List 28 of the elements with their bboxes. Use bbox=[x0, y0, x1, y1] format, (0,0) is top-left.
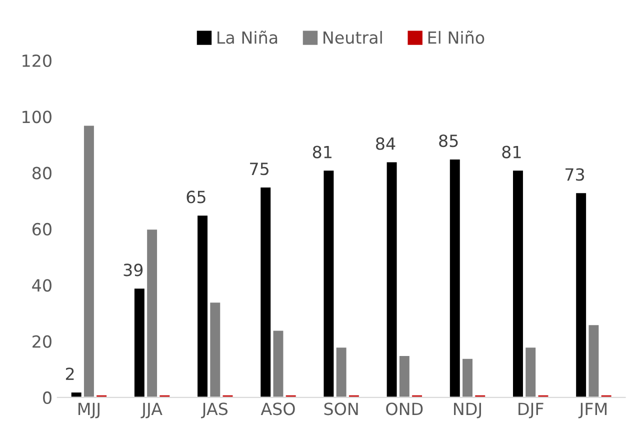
x-tick-label: DJF bbox=[518, 402, 544, 418]
y-tick-label: 0 bbox=[43, 391, 52, 404]
x-tick-label: NDJ bbox=[454, 402, 481, 418]
data-label: 81 bbox=[312, 146, 332, 158]
data-label: 2 bbox=[66, 368, 74, 380]
x-tick-label: JAS bbox=[200, 402, 228, 418]
data-label: 81 bbox=[502, 146, 521, 158]
legend-label: El Niño bbox=[428, 30, 484, 44]
y-tick-label: 60 bbox=[32, 222, 52, 236]
y-tick-label: 100 bbox=[22, 110, 52, 124]
legend-label: Neutral bbox=[324, 30, 382, 44]
y-tick-label: 40 bbox=[32, 279, 52, 292]
x-tick-label: MJJ bbox=[78, 402, 100, 418]
data-label: 73 bbox=[566, 168, 584, 181]
x-tick-label: SON bbox=[324, 402, 358, 416]
x-tick-label: JFM bbox=[578, 402, 607, 418]
x-tick-label: JJA bbox=[140, 402, 162, 418]
legend-label: La Niña bbox=[218, 30, 278, 44]
data-label: 84 bbox=[376, 137, 396, 150]
data-label: 85 bbox=[439, 134, 458, 148]
data-label: 39 bbox=[124, 264, 143, 276]
y-tick-label: 20 bbox=[32, 335, 52, 348]
x-tick-label: ASO bbox=[260, 402, 295, 416]
data-label: 65 bbox=[186, 190, 206, 204]
y-tick-label: 120 bbox=[22, 54, 52, 68]
x-tick-label: OND bbox=[386, 402, 423, 416]
data-label: 75 bbox=[250, 162, 268, 176]
y-tick-label: 80 bbox=[32, 166, 52, 180]
